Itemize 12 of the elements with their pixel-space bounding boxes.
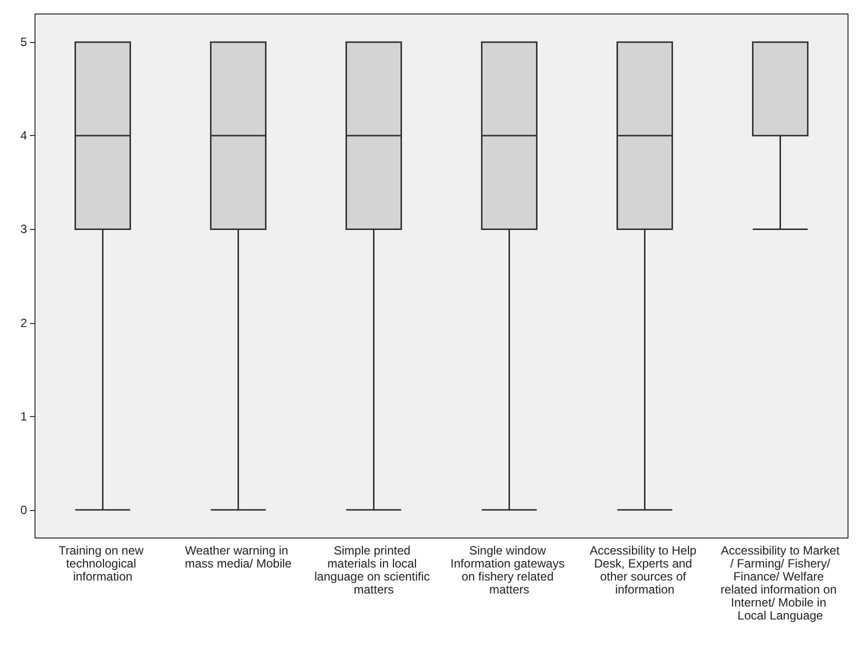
y-tick-label: 2 <box>20 316 28 330</box>
x-tick-label: Accessibility to Market / Farming/ Fishery/ Finance/ Welfare related information on Internet/ Mobile in Local Language <box>720 544 840 622</box>
y-tick-label: 1 <box>20 409 28 424</box>
y-tick-label: 4 <box>20 128 28 143</box>
y-tick-label: 5 <box>20 35 28 50</box>
y-tick-label: 0 <box>20 502 28 517</box>
x-tick-label: Weather warning in mass media/ Mobile <box>184 544 292 570</box>
x-tick-label: Single window Information gateways on fishery related matters <box>450 544 568 596</box>
x-tick-label: Simple printed materials in local language on scientific matters <box>314 544 434 596</box>
x-tick-label: Accessibility to Help Desk, Experts and other sources of information <box>590 544 700 596</box>
y-tick-label: 3 <box>20 222 28 236</box>
x-tick-label: Training on new technological information <box>58 544 147 584</box>
